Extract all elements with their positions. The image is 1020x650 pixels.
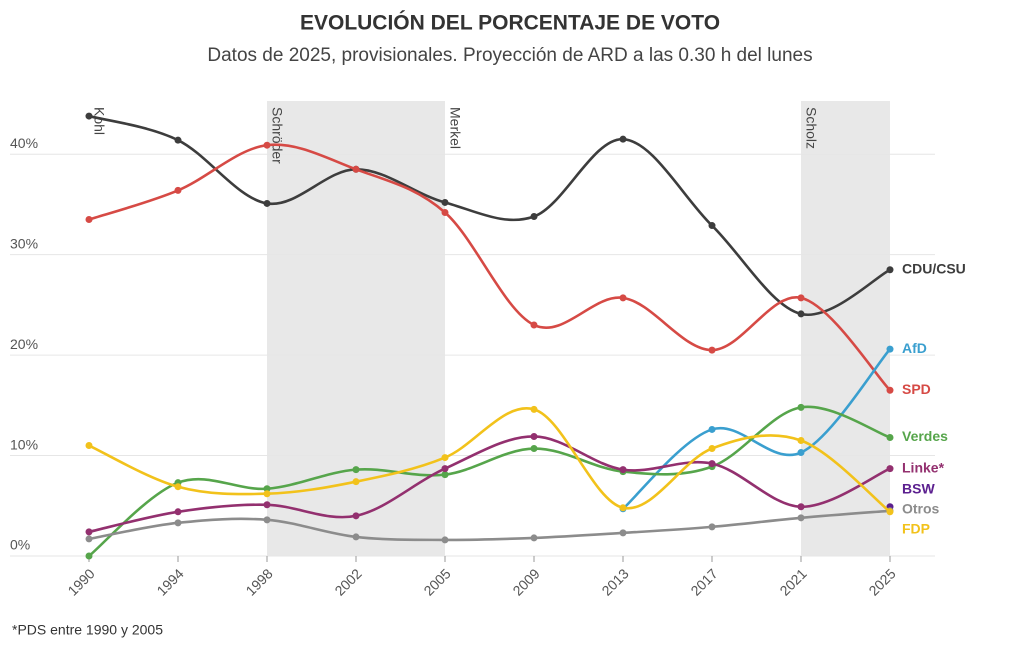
data-point xyxy=(263,516,271,524)
series-line xyxy=(88,405,891,558)
data-point xyxy=(708,445,716,453)
data-point xyxy=(797,503,805,511)
data-point xyxy=(886,433,894,441)
data-point xyxy=(708,346,716,354)
data-point xyxy=(708,222,716,230)
series-line xyxy=(88,435,891,534)
data-point xyxy=(174,483,182,491)
data-point xyxy=(441,465,449,473)
period-label: Schröder xyxy=(269,107,285,164)
data-point xyxy=(85,216,93,224)
data-point xyxy=(85,535,93,543)
data-point xyxy=(530,534,538,542)
data-point xyxy=(797,403,805,411)
data-point xyxy=(352,512,360,520)
data-point xyxy=(85,552,93,560)
data-point xyxy=(263,141,271,149)
data-point xyxy=(85,528,93,536)
data-point xyxy=(530,432,538,440)
series-label: AfD xyxy=(902,340,927,356)
data-point xyxy=(441,198,449,206)
x-tick-label: 2002 xyxy=(331,565,364,598)
data-point xyxy=(263,199,271,207)
series-line xyxy=(88,509,891,542)
period-shade xyxy=(801,101,890,556)
data-point xyxy=(797,310,805,318)
series-label: SPD xyxy=(902,381,931,397)
data-point xyxy=(797,436,805,444)
data-point xyxy=(85,112,93,120)
data-point xyxy=(619,135,627,143)
data-point xyxy=(530,321,538,329)
y-tick-label: 0% xyxy=(10,537,30,553)
data-point xyxy=(441,536,449,544)
x-tick-label: 2009 xyxy=(509,565,542,598)
data-point xyxy=(708,460,716,468)
data-point xyxy=(797,514,805,522)
x-tick-label: 2021 xyxy=(776,565,809,598)
data-point xyxy=(530,445,538,453)
data-point xyxy=(263,501,271,509)
series-label: CDU/CSU xyxy=(902,260,966,276)
data-point xyxy=(708,523,716,531)
y-tick-label: 20% xyxy=(10,336,38,352)
data-point xyxy=(441,471,449,479)
period-label: Kohl xyxy=(91,107,107,135)
data-point xyxy=(530,213,538,221)
data-point xyxy=(174,186,182,194)
period-label: Merkel xyxy=(447,107,463,149)
x-tick-label: 1990 xyxy=(64,565,97,598)
data-point xyxy=(352,466,360,474)
data-point xyxy=(886,386,894,394)
x-tick-label: 2025 xyxy=(865,565,898,598)
data-point xyxy=(708,425,716,433)
chart-subtitle: Datos de 2025, provisionales. Proyección… xyxy=(207,45,812,66)
period-label: Scholz xyxy=(803,107,819,149)
series-line xyxy=(88,143,891,392)
data-point xyxy=(174,136,182,144)
data-point xyxy=(352,478,360,486)
x-tick-label: 1994 xyxy=(153,565,186,598)
data-point xyxy=(441,454,449,462)
data-point xyxy=(352,165,360,173)
data-point xyxy=(797,294,805,302)
data-point xyxy=(263,490,271,498)
series-label: Otros xyxy=(902,501,940,517)
series-label: Verdes xyxy=(902,428,948,444)
data-point xyxy=(174,519,182,527)
data-point xyxy=(530,405,538,413)
x-tick-label: 2013 xyxy=(598,565,631,598)
data-point xyxy=(619,504,627,512)
data-point xyxy=(886,266,894,274)
y-tick-label: 10% xyxy=(10,436,38,452)
footnote: *PDS entre 1990 y 2005 xyxy=(12,622,163,638)
series-line xyxy=(622,348,891,510)
x-tick-label: 2017 xyxy=(687,565,720,598)
data-point xyxy=(619,466,627,474)
series-label: Linke* xyxy=(902,459,945,475)
data-point xyxy=(352,533,360,541)
series-label: FDP xyxy=(902,521,930,537)
data-point xyxy=(797,449,805,457)
y-tick-label: 30% xyxy=(10,235,38,251)
data-point xyxy=(619,294,627,302)
x-tick-label: 1998 xyxy=(242,565,275,598)
data-point xyxy=(619,529,627,537)
series-line xyxy=(88,114,891,317)
data-point xyxy=(263,485,271,493)
x-tick-label: 2005 xyxy=(420,565,453,598)
data-point xyxy=(886,508,894,516)
chart-title: EVOLUCIÓN DEL PORCENTAJE DE VOTO xyxy=(300,11,720,35)
data-point xyxy=(886,465,894,473)
series-label: BSW xyxy=(902,481,935,497)
data-point xyxy=(174,508,182,516)
data-point xyxy=(85,442,93,450)
y-tick-label: 40% xyxy=(10,135,38,151)
series-line xyxy=(88,407,891,513)
background xyxy=(10,101,935,557)
data-point xyxy=(886,345,894,353)
data-point xyxy=(441,208,449,216)
